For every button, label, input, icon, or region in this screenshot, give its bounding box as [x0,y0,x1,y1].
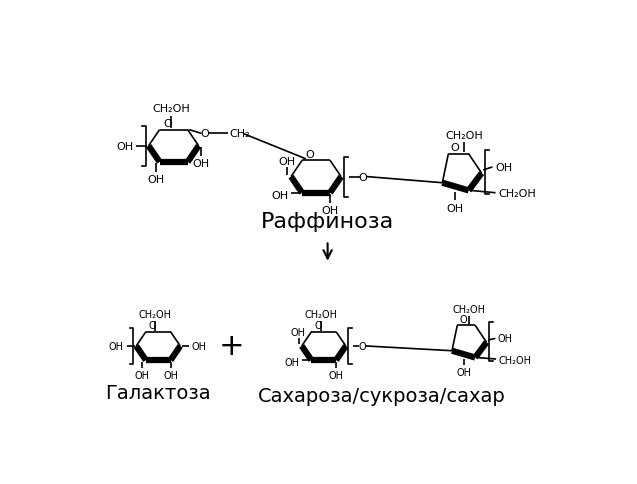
Text: O: O [163,119,172,129]
Text: O: O [149,321,157,331]
Text: O: O [200,129,209,139]
Text: CH₂: CH₂ [229,129,250,139]
Text: OH: OH [457,367,472,377]
Text: OH: OH [271,191,288,200]
Text: OH: OH [278,156,296,166]
Text: CH₂OH: CH₂OH [304,309,338,319]
Text: +: + [218,332,244,361]
Text: O: O [315,321,322,331]
Text: OH: OH [116,141,133,151]
Text: OH: OH [329,370,343,380]
Text: O: O [358,172,367,182]
Text: CH₂OH: CH₂OH [453,304,486,314]
Text: O: O [459,314,467,324]
Text: OH: OH [496,163,513,173]
Text: CH₂OH: CH₂OH [152,104,190,113]
Text: OH: OH [322,206,339,215]
Text: OH: OH [147,175,164,185]
Text: OH: OH [109,341,124,351]
Text: Раффиноза: Раффиноза [261,212,394,232]
Text: OH: OH [191,341,206,351]
Text: CH₂OH: CH₂OH [139,309,172,319]
Text: OH: OH [497,333,512,344]
Text: O: O [306,150,314,160]
Text: Сахароза/сукроза/сахар: Сахароза/сукроза/сахар [257,387,505,406]
Text: OH: OH [134,370,150,380]
Text: O: O [450,143,459,153]
Text: OH: OH [447,203,463,213]
Text: OH: OH [163,370,178,380]
Text: CH₂OH: CH₂OH [499,355,532,365]
Text: Галактоза: Галактоза [105,383,211,402]
Text: OH: OH [290,328,305,337]
Text: O: O [358,341,366,351]
Text: OH: OH [192,159,210,169]
Text: OH: OH [284,358,299,368]
Text: CH₂OH: CH₂OH [445,131,483,141]
Text: CH₂OH: CH₂OH [499,188,536,198]
